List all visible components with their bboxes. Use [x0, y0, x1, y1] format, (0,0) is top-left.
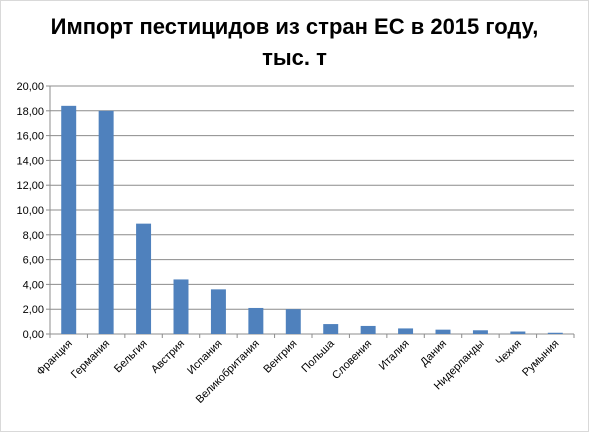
- y-tick-label: 8,00: [23, 230, 44, 242]
- x-tick-label: Великобритания: [194, 338, 262, 406]
- bar: [61, 105, 77, 334]
- bar: [323, 324, 339, 334]
- x-tick-label: Германия: [69, 338, 112, 381]
- bar: [210, 289, 226, 334]
- bar: [472, 330, 488, 334]
- x-tick-label: Австрия: [149, 338, 187, 376]
- x-tick-label: Словения: [330, 338, 374, 382]
- x-tick-label: Дания: [418, 338, 449, 369]
- y-tick-label: 16,00: [16, 131, 44, 143]
- bar: [360, 325, 376, 334]
- y-tick-label: 4,00: [23, 279, 44, 291]
- chart-title-line-2: тыс. т: [262, 45, 327, 70]
- bar: [98, 110, 114, 334]
- bar: [398, 328, 414, 334]
- bar: [136, 223, 152, 334]
- y-tick-label: 0,00: [23, 329, 44, 341]
- x-tick-label: Чехия: [494, 338, 524, 368]
- chart-title: Импорт пестицидов из стран ЕС в 2015 год…: [1, 11, 588, 73]
- y-tick-label: 2,00: [23, 304, 44, 316]
- bar: [248, 307, 264, 334]
- chart-title-line-1: Импорт пестицидов из стран ЕС в 2015 год…: [50, 14, 539, 39]
- y-tick-label: 14,00: [16, 155, 44, 167]
- y-tick-label: 18,00: [16, 106, 44, 118]
- bar: [173, 279, 189, 334]
- bar: [547, 332, 563, 334]
- x-tick-label: Италия: [377, 338, 412, 373]
- y-tick-label: 10,00: [16, 205, 44, 217]
- y-tick-label: 20,00: [16, 81, 44, 93]
- x-tick-label: Польша: [299, 337, 337, 375]
- bar: [435, 329, 451, 334]
- bar: [510, 331, 526, 334]
- x-tick-label: Румыния: [520, 338, 561, 379]
- y-tick-label: 6,00: [23, 255, 44, 267]
- bar: [285, 309, 301, 334]
- y-tick-label: 12,00: [16, 180, 44, 192]
- x-tick-label: Бельгия: [112, 338, 150, 376]
- x-tick-label: Венгрия: [261, 338, 299, 376]
